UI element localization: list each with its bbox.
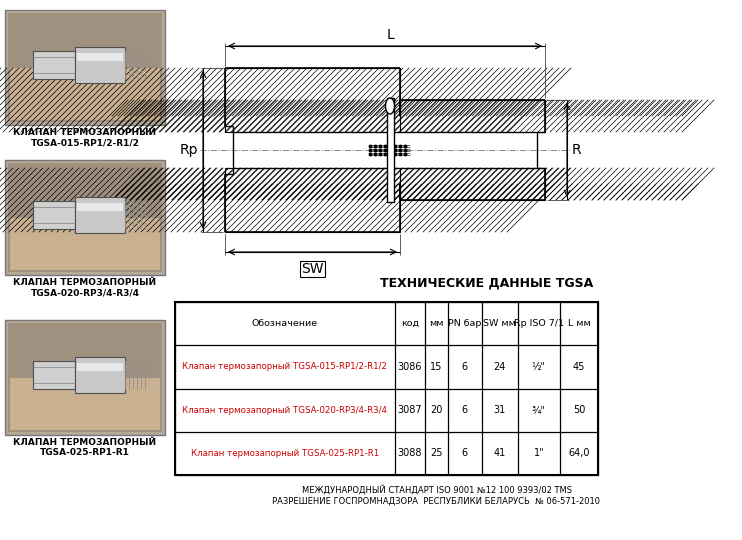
Text: 3088: 3088 — [398, 448, 422, 458]
Bar — [400, 100, 545, 132]
Text: 1": 1" — [533, 448, 544, 458]
Bar — [75, 357, 125, 393]
Text: 24: 24 — [493, 362, 506, 372]
Bar — [225, 68, 400, 132]
Text: 41: 41 — [493, 448, 506, 458]
Text: 50: 50 — [573, 405, 585, 415]
Text: Клапан термозапорный TGSA-025-RP1-R1: Клапан термозапорный TGSA-025-RP1-R1 — [191, 449, 379, 458]
Text: МЕЖДУНАРОДНЫЙ СТАНДАРТ ISO 9001 №12 100 9393/02 TMS: МЕЖДУНАРОДНЫЙ СТАНДАРТ ISO 9001 №12 100 … — [301, 485, 571, 495]
Bar — [33, 51, 75, 79]
Bar — [10, 218, 160, 270]
Bar — [77, 203, 123, 211]
Text: 6: 6 — [462, 405, 467, 415]
Text: 31: 31 — [493, 405, 506, 415]
Bar — [75, 197, 125, 233]
Text: SW: SW — [301, 262, 324, 276]
Bar — [387, 98, 393, 202]
Text: SW мм: SW мм — [483, 319, 516, 328]
Text: PN бар: PN бар — [448, 319, 482, 328]
Text: R: R — [572, 143, 582, 157]
Bar — [8, 13, 162, 122]
Text: КЛАПАН ТЕРМОЗАПОРНЫЙ
TGSA-025-RP1-R1: КЛАПАН ТЕРМОЗАПОРНЫЙ TGSA-025-RP1-R1 — [13, 438, 157, 457]
Bar — [75, 47, 125, 83]
Text: Клапан термозапорный TGSA-020-RP3/4-R3/4: Клапан термозапорный TGSA-020-RP3/4-R3/4 — [183, 406, 387, 415]
Text: 64,0: 64,0 — [568, 448, 590, 458]
Bar — [8, 323, 162, 432]
Bar — [10, 378, 160, 430]
Bar — [175, 302, 598, 475]
Text: 20: 20 — [430, 405, 442, 415]
Text: 3087: 3087 — [398, 405, 422, 415]
Text: ТЕХНИЧЕСКИЕ ДАННЫЕ TGSA: ТЕХНИЧЕСКИЕ ДАННЫЕ TGSA — [380, 277, 593, 290]
Text: 25: 25 — [430, 448, 442, 458]
Text: КЛАПАН ТЕРМОЗАПОРНЫЙ
TGSA-015-RP1/2-R1/2: КЛАПАН ТЕРМОЗАПОРНЫЙ TGSA-015-RP1/2-R1/2 — [13, 128, 157, 147]
Text: L мм: L мм — [568, 319, 591, 328]
Bar — [5, 10, 165, 125]
Text: ½": ½" — [532, 362, 546, 372]
Text: Rp: Rp — [180, 143, 198, 157]
Bar — [10, 68, 160, 120]
Text: Клапан термозапорный TGSA-015-RP1/2-R1/2: Клапан термозапорный TGSA-015-RP1/2-R1/2 — [183, 362, 387, 372]
Bar — [77, 363, 123, 371]
Text: 45: 45 — [573, 362, 585, 372]
Text: 15: 15 — [430, 362, 442, 372]
Bar — [5, 320, 165, 435]
Text: РАЗРЕШЕНИЕ ГОСПРОМНАДЗОРА  РЕСПУБЛИКИ БЕЛАРУСЬ  № 06-571-2010: РАЗРЕШЕНИЕ ГОСПРОМНАДЗОРА РЕСПУБЛИКИ БЕЛ… — [272, 497, 600, 506]
Text: код: код — [401, 319, 418, 328]
Bar — [8, 163, 162, 272]
Text: ¾": ¾" — [532, 405, 546, 415]
Text: 6: 6 — [462, 448, 467, 458]
Bar — [400, 168, 545, 200]
Bar — [33, 361, 75, 389]
Text: 6: 6 — [462, 362, 467, 372]
Text: L: L — [386, 28, 394, 42]
Text: 3086: 3086 — [398, 362, 422, 372]
Text: КЛАПАН ТЕРМОЗАПОРНЫЙ
TGSA-020-RP3/4-R3/4: КЛАПАН ТЕРМОЗАПОРНЫЙ TGSA-020-RP3/4-R3/4 — [13, 278, 157, 298]
Text: Обозначение: Обозначение — [252, 319, 318, 328]
Bar — [225, 168, 400, 232]
Bar — [33, 201, 75, 229]
Text: мм: мм — [429, 319, 444, 328]
Bar — [77, 53, 123, 61]
Text: Rp ISO 7/1: Rp ISO 7/1 — [513, 319, 564, 328]
Ellipse shape — [386, 98, 395, 114]
Bar — [5, 160, 165, 275]
